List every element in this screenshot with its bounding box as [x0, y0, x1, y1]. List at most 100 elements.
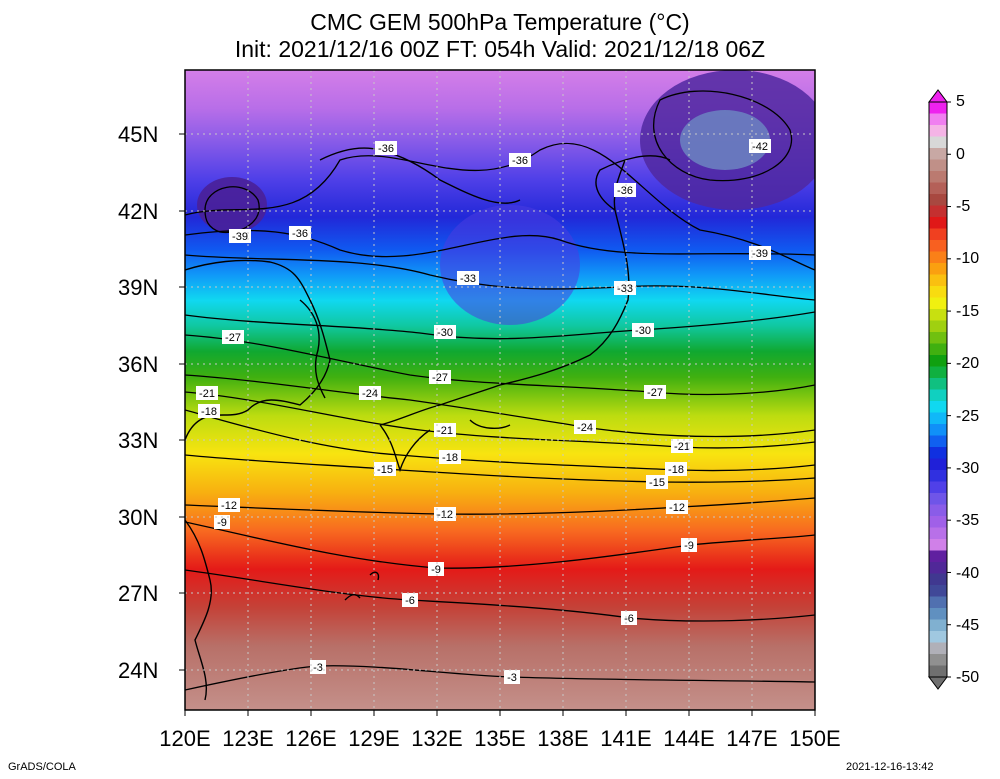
contour-label-bg [646, 475, 668, 489]
contour-label-bg [289, 226, 311, 240]
colorbar-segment [929, 378, 947, 390]
isotherm-line [185, 665, 815, 691]
contour-label: -12 [669, 502, 685, 514]
contour-labels: -36 -36 -36 -42 -39 -39 -33 -30 -27 -27 -24 -21 -21 -… [196, 139, 771, 684]
contour-label-bg [632, 323, 654, 337]
lon-label: 147E [726, 726, 778, 751]
colorbar-label: -10 [956, 250, 980, 267]
isotherm-line [185, 409, 815, 472]
lat-label: 42N [118, 199, 159, 224]
lon-label: 138E [537, 726, 589, 751]
contour-label-bg [429, 370, 451, 384]
lon-label: 150E [789, 726, 841, 751]
colorbar-segment [929, 274, 947, 287]
contour-label: -6 [624, 613, 634, 625]
contour-label-bg [504, 670, 520, 684]
colorbar-segment [929, 182, 947, 195]
colorbar-segment [929, 527, 947, 540]
contour-label-bg [218, 498, 240, 512]
contour-label: -9 [431, 564, 441, 576]
contour-label: -3 [507, 672, 517, 684]
lon-label: 120E [159, 726, 211, 751]
lon-label: 132E [411, 726, 463, 751]
colorbar-segment [929, 550, 947, 563]
lon-label: 126E [285, 726, 337, 751]
contour-label: -12 [437, 509, 453, 521]
contour-label: -36 [292, 228, 308, 240]
contour-label-bg [428, 562, 444, 576]
isotherm-line [185, 454, 815, 483]
contour-label: -27 [647, 387, 663, 399]
contour-label-bg [374, 462, 396, 476]
contour-label: -21 [674, 441, 690, 453]
contour-label: -24 [362, 388, 378, 400]
colorbar-segment [929, 562, 947, 574]
contour-label: -6 [405, 595, 415, 607]
footer-left: GrADS/COLA [8, 761, 76, 773]
isotherm-line [653, 90, 793, 182]
contour-label-bg [614, 183, 636, 197]
coastline [319, 147, 521, 204]
contour-label: -15 [649, 477, 665, 489]
coastline [379, 424, 431, 473]
lon-label: 123E [222, 726, 274, 751]
colorbar-segment [929, 332, 947, 344]
colorbar-segment [929, 297, 947, 310]
colorbar-segment [929, 205, 947, 218]
coastline [369, 571, 380, 581]
colorbar-label: -20 [956, 355, 980, 372]
colorbar-segment [929, 171, 947, 183]
contour-label-bg [509, 153, 531, 167]
contour-label: -15 [377, 464, 393, 476]
contour-label-bg [359, 386, 381, 400]
lat-label: 24N [118, 658, 159, 683]
colorbar-segment [929, 481, 947, 494]
lat-label: 27N [118, 581, 159, 606]
contour-label-bg [198, 404, 220, 418]
colorbar [928, 89, 951, 690]
colorbar-segment [929, 159, 947, 172]
contour-label: -12 [221, 500, 237, 512]
colorbar-segment [929, 493, 947, 505]
colorbar-frame [928, 101, 948, 678]
contour-label-bg [749, 139, 771, 153]
coastline [469, 419, 511, 429]
colorbar-label: 0 [956, 146, 965, 163]
contour-label-bg [665, 462, 687, 476]
contour-label: -42 [752, 141, 768, 153]
colorbar-segment [929, 309, 947, 321]
lat-label: 30N [118, 505, 159, 530]
colorbar-segment [929, 619, 947, 632]
contour-label-bg [222, 330, 244, 344]
contour-label-bg [214, 515, 230, 529]
contour-label-bg [439, 450, 461, 464]
contour-label: -24 [577, 422, 593, 434]
isotherm-line [185, 229, 815, 258]
colorbar-label: -15 [956, 303, 980, 320]
contour-label-bg [614, 281, 636, 295]
colorbar-segment [929, 148, 947, 160]
lat-label: 45N [118, 122, 159, 147]
colorbar-segment [929, 608, 947, 620]
map-subtitle: Init: 2021/12/16 00Z FT: 054h Valid: 202… [234, 36, 766, 62]
colorbar-segment [929, 194, 947, 206]
colorbar-label: -40 [956, 565, 980, 582]
isotherm-line [185, 391, 815, 449]
contour-label: -33 [617, 283, 633, 295]
colorbar-segment [929, 263, 947, 275]
contour-label: -39 [752, 248, 768, 260]
contour-label: -21 [199, 388, 215, 400]
lat-label: 33N [118, 428, 159, 453]
contour-label: -36 [378, 143, 394, 155]
colorbar-segment [929, 458, 947, 471]
colorbar-label: -50 [956, 669, 980, 686]
contour-label-bg [434, 325, 456, 339]
coastline [595, 155, 671, 211]
colorbar-segment [929, 504, 947, 517]
colorbar-top-arrow [928, 89, 948, 103]
colorbar-segment [929, 412, 947, 425]
colorbar-segment [929, 389, 947, 402]
contour-label-bg [434, 423, 456, 437]
colorbar-label: 5 [956, 93, 965, 110]
isotherm-line [185, 521, 815, 569]
